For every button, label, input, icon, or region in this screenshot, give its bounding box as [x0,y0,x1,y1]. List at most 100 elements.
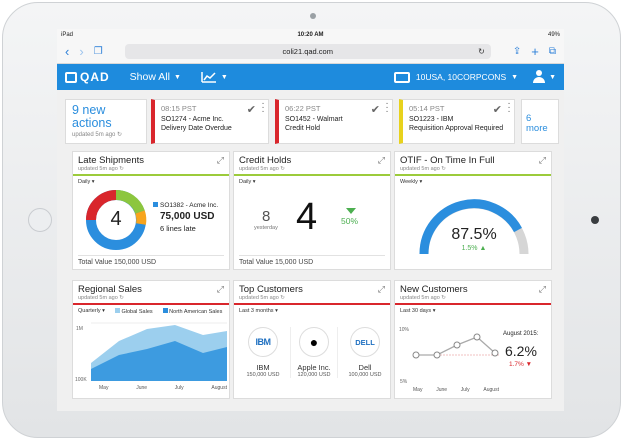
late-shipments-tile[interactable]: Late Shipments updated 5m ago ↻ ⤢ Daily … [72,151,230,270]
x-axis-labels: May June July August [99,385,227,391]
more-options-icon[interactable]: · · · [385,98,389,117]
late-count: 4 [110,208,122,230]
qad-logo[interactable]: QAD [65,70,110,84]
show-all-label: Show All [129,71,170,83]
period-dropdown[interactable]: Daily ▾ [78,179,95,185]
expand-icon[interactable]: ⤢ [538,155,546,165]
credit-yesterday-count: 8 [262,208,271,225]
y-axis-top: 1M [76,326,83,332]
inbox-icon[interactable] [393,71,410,83]
tile-updated: updated 5m ago ↻ [400,295,446,301]
new-actions-card[interactable]: 9 new actions updated 5m ago ↻ [65,99,147,144]
show-all-menu[interactable]: Show All ▼ [130,71,181,83]
more-alerts-card[interactable]: 6 more [521,99,559,144]
checkmark-icon[interactable]: ✔ [246,104,256,116]
alert-line1: SO1223 - IBM [409,116,454,123]
y-axis-bottom: 100K [75,377,87,383]
bookmarks-icon[interactable]: ❐ [93,46,103,57]
customer-value: 100,000 USD [348,372,382,378]
new-customers-line-chart [412,333,499,359]
regional-sales-tile[interactable]: Regional Sales updated 5m ago ↻ ⤢ Quarte… [72,280,230,399]
credit-holds-tile[interactable]: Credit Holds updated 5m ago ↻ ⤢ Daily ▾ … [233,151,391,270]
tile-updated: updated 5m ago ↻ [78,295,124,301]
refresh-icon: ↻ [117,132,123,138]
share-icon[interactable]: ⇪ [512,46,522,57]
customer-item[interactable]: IBM IBM 150,000 USD [240,327,286,378]
checkmark-icon[interactable]: ✔ [492,104,502,116]
expand-icon[interactable]: ⤢ [377,284,385,294]
period-dropdown[interactable]: Weekly ▾ [400,179,423,185]
apple-logo-icon: ● [299,327,329,357]
arrow-up-icon: ▲ [479,245,487,252]
screen: iPad 10:20 AM 49% ‹ › ❐ coli21.qad.com ↻… [57,29,564,411]
expand-icon[interactable]: ⤢ [216,155,224,165]
account-selector[interactable]: 10USA, 10CORPCONS ▼ [416,72,518,82]
customer-value: 120,000 USD [297,372,331,378]
expand-icon[interactable]: ⤢ [377,155,385,165]
home-button[interactable] [591,216,599,224]
user-menu[interactable]: ▼ [532,70,556,84]
alert-time: 05:14 PST [409,104,445,113]
credit-change: 50% [341,216,359,226]
tile-title: OTIF - On Time In Full [400,155,495,166]
divider [239,255,385,256]
credit-count: 4 [296,196,318,238]
forward-icon[interactable]: › [79,44,84,59]
tile-updated: updated 5m ago ↻ [239,295,285,301]
period-dropdown[interactable]: Last 3 months ▾ [239,308,278,314]
expand-icon[interactable]: ⤢ [538,284,546,294]
browser-toolbar: ‹ › ❐ coli21.qad.com ↻ ⇪ + ⧉ [57,40,564,64]
customer-item[interactable]: ● Apple Inc. 120,000 USD [290,327,338,378]
alert-card[interactable]: 05:14 PST SO1223 - IBM Requisition Appro… [399,99,515,144]
period-dropdown[interactable]: Last 30 days ▾ [400,308,436,314]
new-tab-icon[interactable]: + [531,44,539,59]
tile-header: OTIF - On Time In Full updated 5m ago ↻ … [395,152,551,176]
y-axis-top: 10% [399,327,410,333]
tabs-icon[interactable]: ⧉ [548,46,556,57]
alert-card[interactable]: 06:22 PST SO1452 - Walmart Credit Hold ✔… [275,99,393,144]
more-options-icon[interactable]: · · · [507,98,511,117]
new-customers-tile[interactable]: New Customers updated 5m ago ↻ ⤢ Last 30… [394,280,552,399]
device-label: iPad [61,31,74,38]
arrow-down-icon: ▼ [525,361,533,368]
battery: 49% [547,31,560,38]
tile-header: Late Shipments updated 5m ago ↻ ⤢ [73,152,229,176]
chevron-down-icon: ▼ [511,73,519,81]
tile-title: Credit Holds [239,155,292,166]
more-options-icon[interactable]: · · · [261,98,265,117]
late-lines: 6 lines late [160,224,196,233]
checkmark-icon[interactable]: ✔ [370,104,380,116]
credit-yesterday-label: yesterday [254,225,278,231]
tile-footer: Total Value 15,000 USD [239,259,314,266]
chart-menu[interactable]: ▼ [201,71,228,83]
reload-icon[interactable]: ↻ [478,47,485,56]
alert-time: 06:22 PST [285,104,321,113]
period-label: August 2015: [503,331,539,337]
y-axis-bottom: 5% [400,379,408,385]
customer-item[interactable]: DELL Dell 100,000 USD [342,327,388,378]
chevron-down-icon: ▼ [549,73,556,81]
tile-header: Top Customers updated 5m ago ↻ ⤢ [234,281,390,305]
period-dropdown[interactable]: Quarterly ▾ Global Sales North American … [78,308,223,315]
line-chart-icon [201,72,216,83]
otif-delta: 1.5% ▲ [461,245,487,252]
camera [310,13,316,19]
otif-tile[interactable]: OTIF - On Time In Full updated 5m ago ↻ … [394,151,552,270]
back-icon[interactable]: ‹ [65,44,70,59]
tile-title: Regional Sales [78,284,142,295]
late-shipments-donut [86,189,147,250]
url-bar[interactable]: coli21.qad.com ↻ [124,44,491,59]
period-dropdown[interactable]: Daily ▾ [239,179,256,185]
alerts-row: 9 new actions updated 5m ago ↻ 08:15 PST… [65,99,559,144]
tile-title: Late Shipments [78,155,145,166]
expand-icon[interactable]: ⤢ [216,284,224,294]
otif-value: 87.5% [451,226,497,243]
alert-card[interactable]: 08:15 PST SO1274 - Acme Inc. Delivery Da… [151,99,269,144]
divider [78,255,224,256]
logo-mark-icon [65,71,77,83]
alert-line1: SO1274 - Acme Inc. [161,116,224,123]
top-customers-tile[interactable]: Top Customers updated 5m ago ↻ ⤢ Last 3 … [233,280,391,399]
alert-line2: Credit Hold [285,124,321,132]
tile-title: New Customers [400,284,468,295]
alert-line2: Delivery Date Overdue [161,124,232,132]
